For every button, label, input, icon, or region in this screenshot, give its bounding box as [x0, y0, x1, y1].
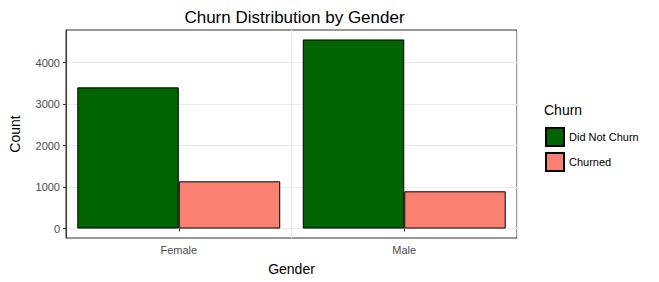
svg-text:2000: 2000 — [36, 140, 60, 152]
svg-text:Male: Male — [392, 244, 416, 256]
svg-text:Churned: Churned — [569, 156, 611, 168]
svg-text:Gender: Gender — [268, 261, 315, 277]
svg-text:3000: 3000 — [36, 98, 60, 110]
svg-text:Did Not Churn: Did Not Churn — [569, 131, 639, 143]
svg-text:Count: Count — [7, 115, 23, 152]
svg-text:4000: 4000 — [36, 57, 60, 69]
svg-text:Churn Distribution by Gender: Churn Distribution by Gender — [184, 8, 405, 27]
svg-text:1000: 1000 — [36, 181, 60, 193]
svg-text:Churn: Churn — [544, 102, 582, 118]
svg-text:Female: Female — [160, 244, 197, 256]
svg-text:0: 0 — [54, 223, 60, 235]
